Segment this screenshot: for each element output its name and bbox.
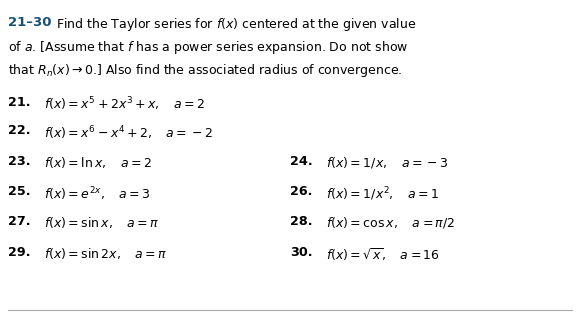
Text: that $R_n(x) \to 0$.] Also find the associated radius of convergence.: that $R_n(x) \to 0$.] Also find the asso… [8, 62, 403, 79]
Text: $f(x) = 1/x, \quad a = -3$: $f(x) = 1/x, \quad a = -3$ [326, 155, 448, 170]
Text: $f(x) = \sqrt{x}, \quad a = 16$: $f(x) = \sqrt{x}, \quad a = 16$ [326, 247, 440, 263]
Text: 23.: 23. [8, 155, 31, 168]
Text: $f(x) = 1/x^2, \quad a = 1$: $f(x) = 1/x^2, \quad a = 1$ [326, 185, 439, 203]
Text: of $a$. [Assume that $f$ has a power series expansion. Do not show: of $a$. [Assume that $f$ has a power ser… [8, 39, 409, 56]
Text: $f(x) = x^5 + 2x^3 + x, \quad a = 2$: $f(x) = x^5 + 2x^3 + x, \quad a = 2$ [44, 96, 205, 113]
Text: 21–30: 21–30 [8, 16, 52, 29]
Text: 30.: 30. [290, 247, 313, 260]
Text: $f(x) = \sin x, \quad a = \pi$: $f(x) = \sin x, \quad a = \pi$ [44, 215, 160, 230]
Text: $f(x) = e^{2x}, \quad a = 3$: $f(x) = e^{2x}, \quad a = 3$ [44, 185, 151, 203]
Text: $f(x) = \ln x, \quad a = 2$: $f(x) = \ln x, \quad a = 2$ [44, 155, 152, 170]
Text: $f(x) = x^6 - x^4 + 2, \quad a = -2$: $f(x) = x^6 - x^4 + 2, \quad a = -2$ [44, 124, 213, 141]
Text: $f(x) = \cos x, \quad a = \pi/2$: $f(x) = \cos x, \quad a = \pi/2$ [326, 215, 455, 230]
Text: 22.: 22. [8, 124, 31, 137]
Text: $f(x) = \sin 2x, \quad a = \pi$: $f(x) = \sin 2x, \quad a = \pi$ [44, 247, 168, 262]
Text: 28.: 28. [290, 215, 313, 228]
Text: 25.: 25. [8, 185, 31, 198]
Text: 26.: 26. [290, 185, 313, 198]
Text: 24.: 24. [290, 155, 313, 168]
Text: Find the Taylor series for $f(x)$ centered at the given value: Find the Taylor series for $f(x)$ center… [56, 16, 416, 33]
Text: 29.: 29. [8, 247, 31, 260]
Text: 27.: 27. [8, 215, 31, 228]
Text: 21.: 21. [8, 96, 31, 109]
